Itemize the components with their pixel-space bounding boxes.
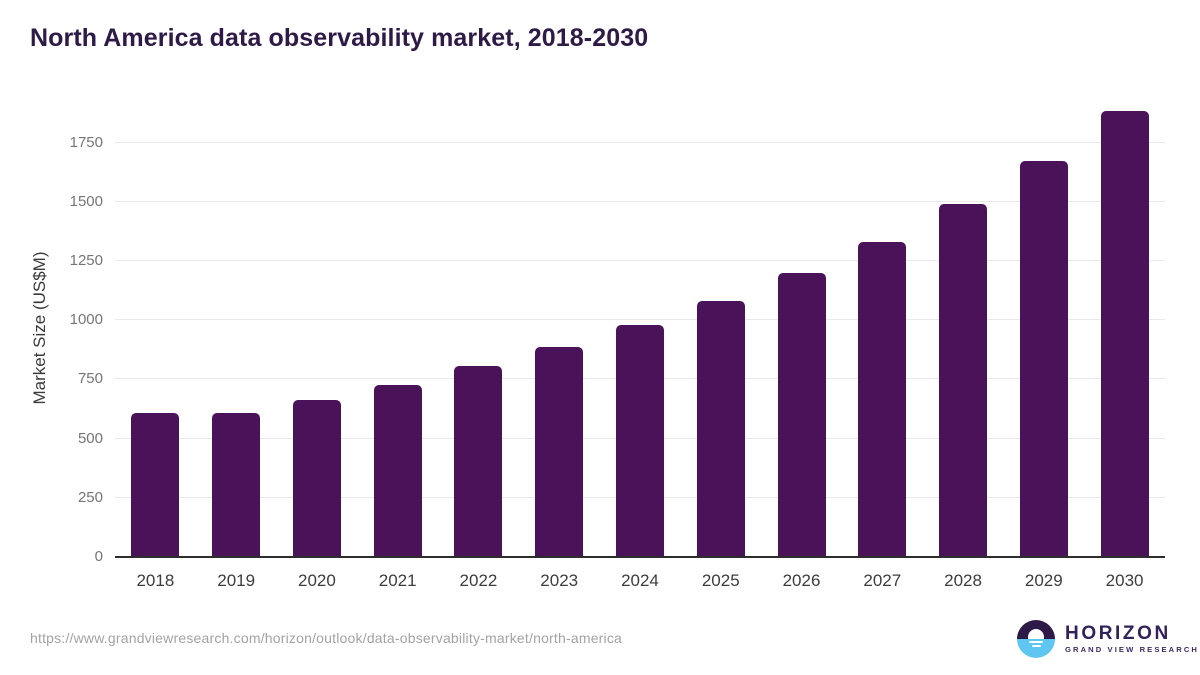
x-tick-label: 2019 [217,571,256,590]
bar-2021 [373,384,422,557]
horizon-sunrise-circle-icon [1017,620,1055,658]
y-tick-label: 250 [77,488,103,506]
x-tick-label: 2029 [1024,571,1063,590]
x-tick-label: 2027 [863,571,902,590]
logo-text-block: HORIZON GRAND VIEW RESEARCH [1065,622,1199,655]
bar-2022 [454,366,503,557]
x-tick-label: 2018 [136,571,175,590]
plot-area: 0 250 500 750 1000 1250 1500 1750 [70,98,1165,565]
y-tick-label: 500 [77,429,103,447]
gridline [115,319,1165,321]
y-tick-label: 1250 [69,251,103,269]
bar-2029 [1019,161,1068,557]
logo-brand-name: HORIZON [1065,622,1171,644]
x-tick-label: 2020 [298,571,336,590]
y-tick-label: 1000 [69,311,103,329]
logo-sub-brand-name: GRAND VIEW RESEARCH [1065,644,1199,654]
x-axis-tick-labels: 2018 2019 2020 2021 2022 2023 2024 2025 2026 2027… [115,568,1165,594]
logo-sun-shape [1028,629,1044,639]
y-tick-label: 1500 [69,192,103,210]
x-tick-label: 2021 [378,571,417,590]
bar-2024 [615,324,664,557]
y-axis-tick-labels: 0 250 500 750 1000 1250 1500 1750 [33,98,103,564]
bar-2030 [1100,111,1149,557]
gridline [115,200,1165,202]
bar-2027 [858,241,907,557]
x-tick-label: 2028 [944,571,982,590]
bar-2026 [777,273,826,557]
y-tick-label: 750 [77,370,103,388]
grand-view-research-logo: HORIZON GRAND VIEW RESEARCH [1017,620,1199,658]
y-tick-label: 1750 [69,133,103,151]
x-tick-label: 2030 [1105,571,1144,590]
bar-2018 [131,412,180,557]
x-tick-label: 2022 [459,571,498,590]
x-tick-label: 2023 [540,571,579,590]
bar-2028 [939,204,988,557]
gridline [115,259,1165,261]
bar-series [115,98,1165,557]
bar-2025 [696,300,745,557]
y-tick-label: 0 [94,548,103,565]
logo-reflection-line [1031,644,1041,647]
x-tick-label: 2026 [782,571,821,590]
x-axis-line [115,556,1165,558]
logo-sea-half [1017,639,1055,658]
bar-2019 [212,413,261,557]
bar-2020 [292,399,341,557]
x-tick-label: 2025 [701,571,740,590]
gridline [115,141,1165,143]
chart-title: North America data observability market,… [30,24,649,52]
logo-reflection-line [1029,640,1043,643]
source-url: https://www.grandviewresearch.com/horizo… [30,630,623,646]
bar-2023 [535,347,584,557]
x-tick-label: 2024 [621,571,659,590]
